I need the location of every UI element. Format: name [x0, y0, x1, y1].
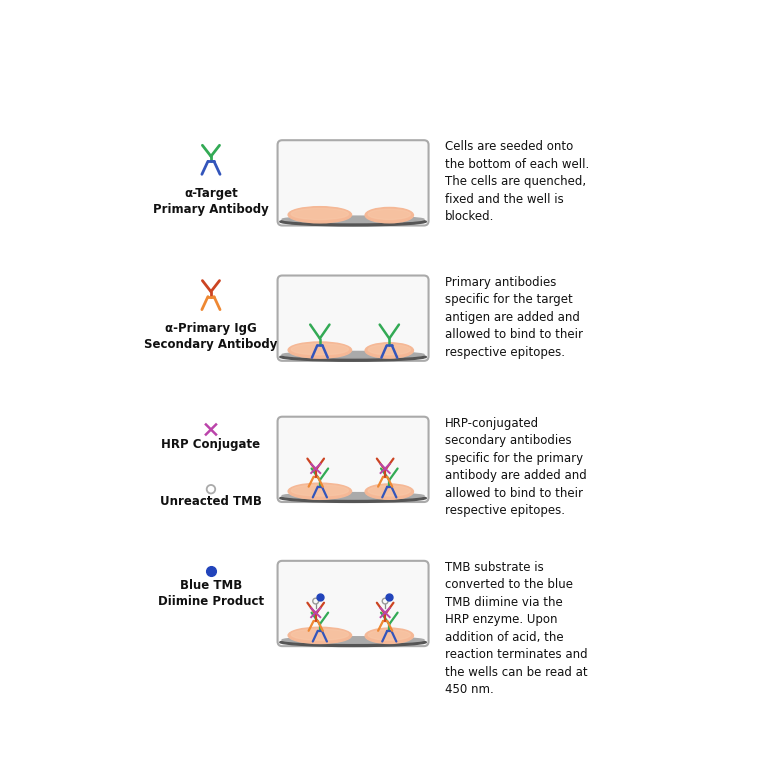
Ellipse shape	[368, 486, 410, 496]
Ellipse shape	[280, 218, 426, 226]
Ellipse shape	[291, 344, 348, 354]
Ellipse shape	[288, 206, 351, 223]
Ellipse shape	[282, 636, 424, 643]
Ellipse shape	[365, 628, 413, 643]
Ellipse shape	[291, 209, 348, 219]
Ellipse shape	[288, 342, 351, 358]
Text: TMB substrate is
converted to the blue
TMB diimine via the
HRP enzyme. Upon
addi: TMB substrate is converted to the blue T…	[445, 561, 588, 696]
FancyBboxPatch shape	[277, 561, 429, 646]
Text: Blue TMB
Diimine Product: Blue TMB Diimine Product	[158, 579, 264, 608]
Ellipse shape	[365, 343, 413, 358]
Ellipse shape	[368, 209, 410, 219]
FancyBboxPatch shape	[277, 141, 429, 225]
Ellipse shape	[291, 629, 348, 640]
Ellipse shape	[288, 483, 351, 500]
Text: Cells are seeded onto
the bottom of each well.
The cells are quenched,
fixed and: Cells are seeded onto the bottom of each…	[445, 141, 589, 223]
Text: Unreacted TMB: Unreacted TMB	[160, 495, 262, 508]
Text: α-Primary IgG
Secondary Antibody: α-Primary IgG Secondary Antibody	[144, 322, 277, 351]
Ellipse shape	[368, 345, 410, 354]
Text: Primary antibodies
specific for the target
antigen are added and
allowed to bind: Primary antibodies specific for the targ…	[445, 276, 583, 358]
Ellipse shape	[368, 630, 410, 640]
FancyBboxPatch shape	[277, 276, 429, 361]
Ellipse shape	[365, 208, 413, 223]
Ellipse shape	[282, 351, 424, 358]
Ellipse shape	[291, 485, 348, 496]
Ellipse shape	[280, 353, 426, 361]
Ellipse shape	[365, 484, 413, 500]
Text: HRP Conjugate: HRP Conjugate	[161, 438, 261, 451]
FancyBboxPatch shape	[277, 416, 429, 502]
Text: HRP-conjugated
secondary antibodies
specific for the primary
antibody are added : HRP-conjugated secondary antibodies spec…	[445, 416, 587, 517]
Ellipse shape	[280, 638, 426, 646]
Ellipse shape	[280, 494, 426, 503]
Ellipse shape	[282, 493, 424, 499]
Text: α-Target
Primary Antibody: α-Target Primary Antibody	[153, 186, 269, 215]
Ellipse shape	[288, 627, 351, 643]
Ellipse shape	[282, 216, 424, 222]
